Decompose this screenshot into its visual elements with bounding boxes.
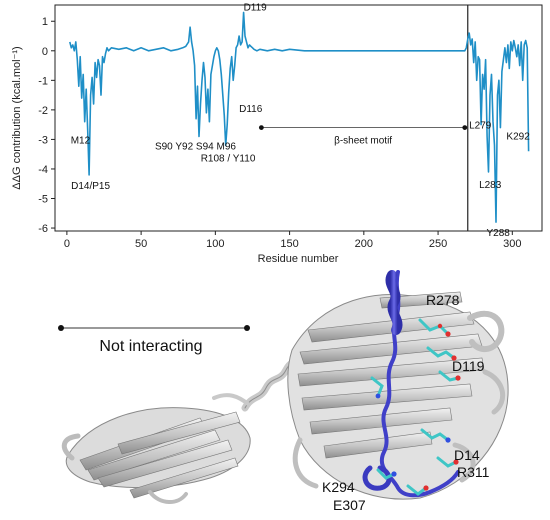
residue-annotation: L283 (479, 180, 502, 191)
y-tick-label: -1 (38, 75, 48, 87)
y-axis: 1 0 -1 -2 -3 -4 -5 -6 (38, 16, 55, 235)
y-tick-label: -5 (38, 194, 48, 206)
side-chains (370, 318, 461, 496)
bracket-dot-left (58, 325, 64, 331)
residue-label-r278: R278 (426, 292, 460, 308)
ddg-chart: 1 0 -1 -2 -3 -4 -5 -6 0 50 100 150 200 250 300 β-shee… (11, 2, 543, 265)
left-domain (61, 407, 251, 504)
residue-label-d119: D119 (452, 358, 485, 374)
residue-label-d14: D14 (454, 447, 480, 463)
plot-frame (54, 4, 543, 232)
residue-label-k294: K294 (322, 479, 355, 495)
y-axis-title: ΔΔG contribution (kcal.mol⁻¹) (11, 46, 23, 189)
beta-sheet-motif: β-sheet motif (258, 125, 468, 147)
y-tick-label: -3 (38, 134, 48, 146)
motif-dot-start (258, 125, 264, 131)
residue-annotation: R108 / Y110 (201, 153, 256, 164)
residue-annotation: L279 (469, 121, 492, 132)
residue-label-r311: R311 (457, 464, 490, 480)
y-tick-label: -4 (38, 164, 48, 176)
residue-annotation: D116 (239, 104, 263, 115)
y-tick-label: 0 (42, 46, 48, 58)
residue-annotation: D14/P15 (71, 181, 110, 192)
y-tick-label: -2 (38, 105, 48, 117)
protein-structure: Not interacting (58, 270, 509, 513)
x-tick-label: 50 (135, 238, 147, 250)
x-axis: 0 50 100 150 200 250 300 (64, 231, 521, 250)
bracket-dot-right (244, 325, 250, 331)
residue-label-e307: E307 (333, 497, 366, 513)
x-axis-title: Residue number (258, 253, 339, 265)
x-tick-label: 150 (280, 238, 298, 250)
residue-annotation: K292 (506, 132, 530, 143)
residue-annotation: M12 (71, 136, 91, 147)
x-tick-label: 200 (355, 238, 373, 250)
residue-annotation: Y288 (486, 228, 510, 239)
x-tick-label: 250 (429, 238, 447, 250)
motif-dot-end (462, 125, 468, 131)
bound-peptide (362, 270, 460, 498)
y-tick-label: 1 (42, 16, 48, 28)
residue-annotation: D119 (244, 2, 268, 13)
motif-label: β-sheet motif (334, 136, 392, 147)
x-tick-label: 0 (64, 238, 70, 250)
y-tick-label: -6 (38, 223, 48, 235)
residue-annotation: S90 Y92 S94 M96 (155, 141, 236, 152)
not-interacting-label: Not interacting (99, 338, 202, 355)
series-line (69, 11, 530, 223)
x-tick-label: 100 (206, 238, 224, 250)
x-tick-label: 300 (503, 238, 521, 250)
